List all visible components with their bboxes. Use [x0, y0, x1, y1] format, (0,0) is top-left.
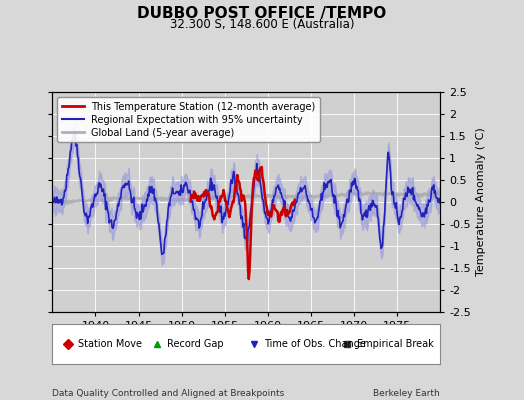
Text: 32.300 S, 148.600 E (Australia): 32.300 S, 148.600 E (Australia) [170, 18, 354, 31]
Text: Time of Obs. Change: Time of Obs. Change [264, 339, 366, 349]
Text: Station Move: Station Move [78, 339, 141, 349]
Text: Berkeley Earth: Berkeley Earth [374, 389, 440, 398]
Y-axis label: Temperature Anomaly (°C): Temperature Anomaly (°C) [476, 128, 486, 276]
Legend: This Temperature Station (12-month average), Regional Expectation with 95% uncer: This Temperature Station (12-month avera… [57, 97, 320, 142]
Text: Empirical Break: Empirical Break [357, 339, 433, 349]
Text: DUBBO POST OFFICE /TEMPO: DUBBO POST OFFICE /TEMPO [137, 6, 387, 21]
Text: Record Gap: Record Gap [167, 339, 223, 349]
Text: Data Quality Controlled and Aligned at Breakpoints: Data Quality Controlled and Aligned at B… [52, 389, 285, 398]
